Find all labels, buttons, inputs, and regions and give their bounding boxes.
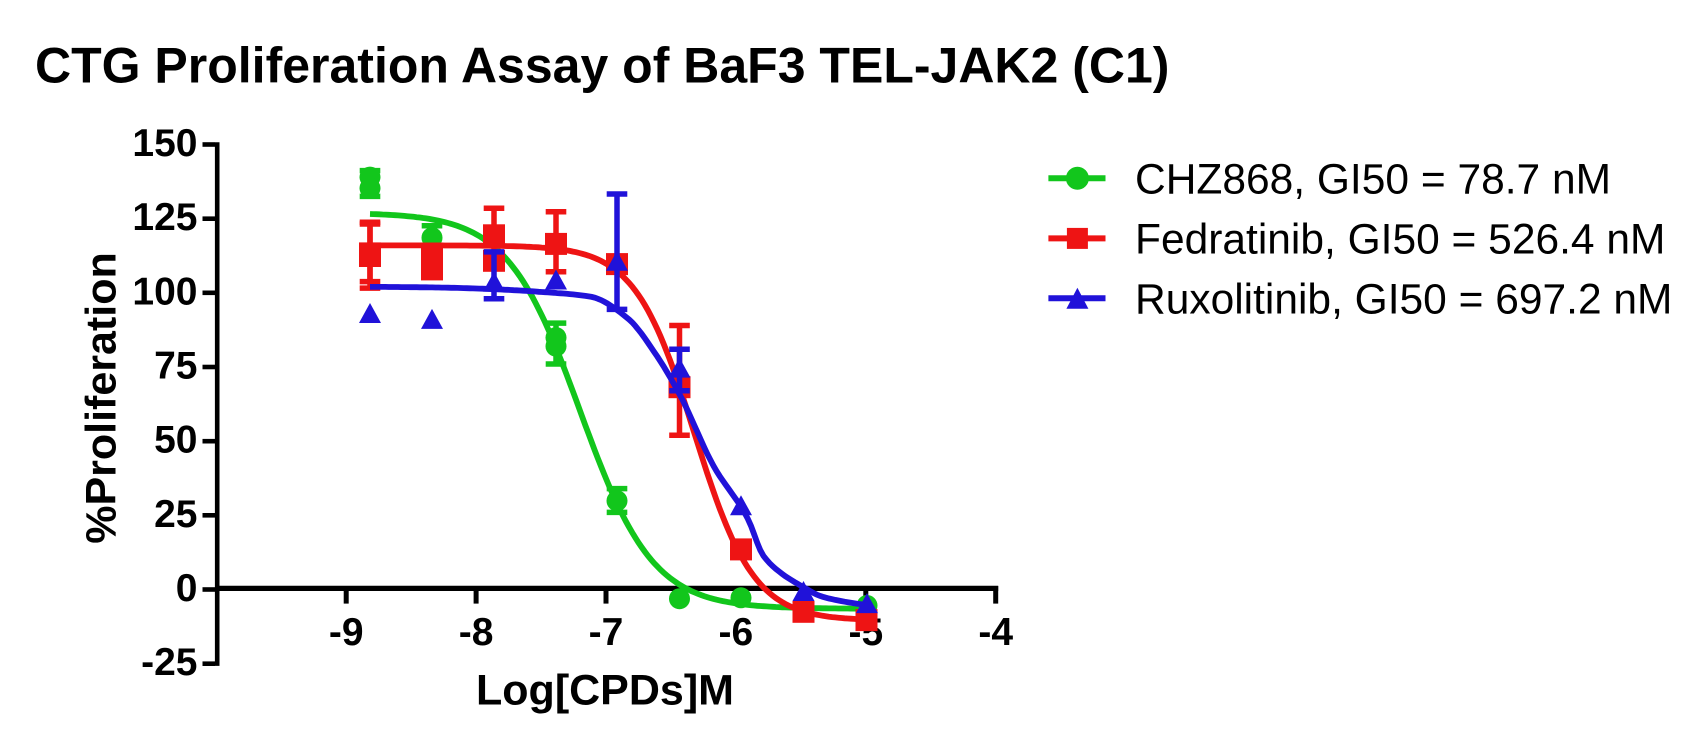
svg-text:25: 25 bbox=[154, 493, 197, 536]
svg-text:50: 50 bbox=[154, 419, 197, 462]
svg-text:-8: -8 bbox=[459, 611, 494, 654]
svg-text:Ruxolitinib, GI50 = 697.2 nM: Ruxolitinib, GI50 = 697.2 nM bbox=[1135, 277, 1672, 324]
svg-text:-7: -7 bbox=[589, 611, 624, 654]
svg-text:%Proliferation: %Proliferation bbox=[78, 252, 126, 544]
svg-text:75: 75 bbox=[154, 345, 197, 388]
svg-text:CTG Proliferation Assay of BaF: CTG Proliferation Assay of BaF3 TEL-JAK2… bbox=[35, 38, 1169, 94]
svg-text:125: 125 bbox=[132, 196, 197, 239]
svg-text:100: 100 bbox=[132, 270, 197, 313]
svg-text:Fedratinib, GI50 = 526.4 nM: Fedratinib, GI50 = 526.4 nM bbox=[1135, 217, 1665, 264]
svg-text:CHZ868, GI50 = 78.7 nM: CHZ868, GI50 = 78.7 nM bbox=[1135, 157, 1611, 204]
svg-text:150: 150 bbox=[132, 122, 197, 165]
svg-text:-25: -25 bbox=[141, 641, 197, 684]
svg-text:-4: -4 bbox=[978, 611, 1013, 654]
svg-text:-6: -6 bbox=[719, 611, 754, 654]
svg-text:Log[CPDs]M: Log[CPDs]M bbox=[476, 666, 734, 714]
svg-text:0: 0 bbox=[176, 567, 198, 610]
svg-text:-9: -9 bbox=[329, 611, 364, 654]
